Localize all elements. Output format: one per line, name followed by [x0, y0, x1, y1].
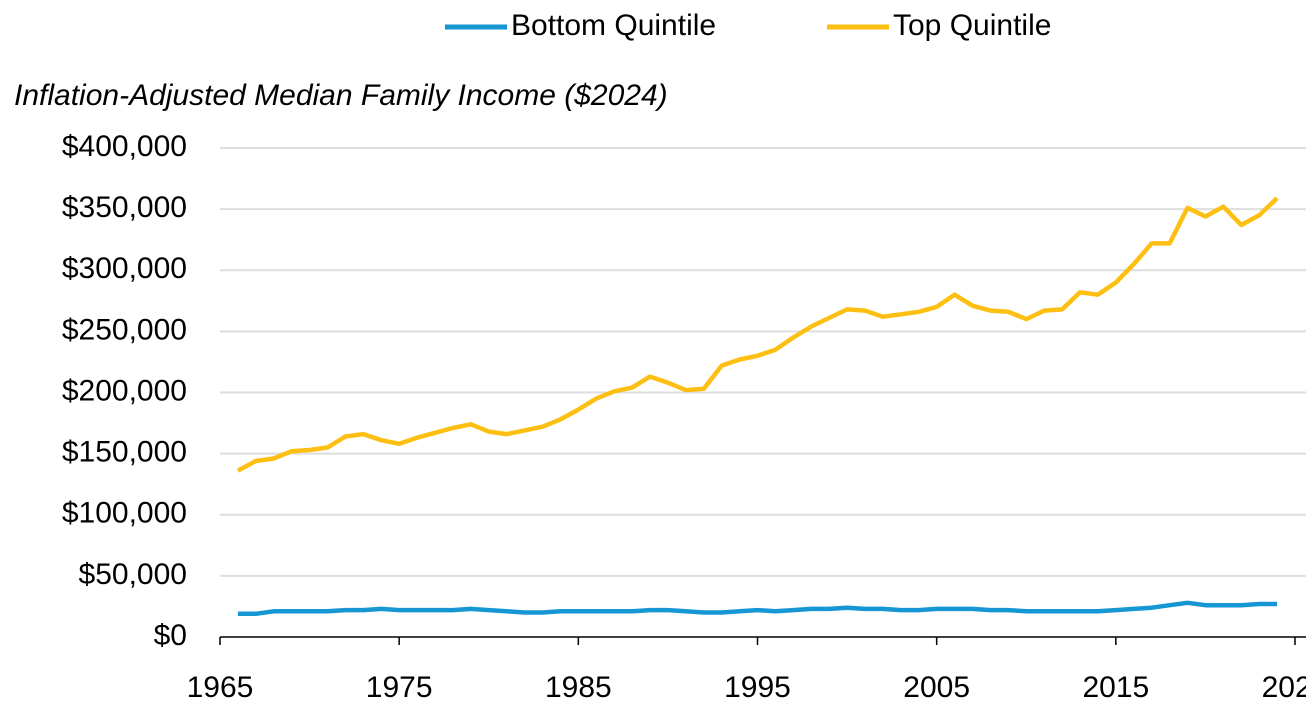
y-tick-label: $400,000 — [62, 130, 187, 163]
series-line — [236, 196, 1279, 473]
x-tick-label: 2025 — [1262, 671, 1306, 702]
x-tick-label: 1975 — [366, 671, 433, 702]
y-tick-label: $0 — [154, 619, 187, 652]
legend-label: Top Quintile — [893, 9, 1051, 42]
y-tick-label: $150,000 — [62, 436, 187, 469]
series-line — [237, 600, 1278, 617]
x-tick-label: 2015 — [1082, 671, 1149, 702]
x-tick-label: 1965 — [187, 671, 254, 702]
y-tick-label: $250,000 — [62, 313, 187, 346]
y-axis-label: Inflation-Adjusted Median Family Income … — [14, 79, 668, 112]
y-tick-label: $200,000 — [62, 374, 187, 407]
y-tick-label: $350,000 — [62, 191, 187, 224]
x-tick-label: 2005 — [903, 671, 970, 702]
y-tick-label: $50,000 — [79, 558, 187, 591]
y-tick-label: $300,000 — [62, 252, 187, 285]
y-tick-label: $100,000 — [62, 497, 187, 530]
x-tick-label: 1995 — [724, 671, 791, 702]
legend-label: Bottom Quintile — [511, 9, 716, 42]
x-tick-label: 1985 — [545, 671, 612, 702]
